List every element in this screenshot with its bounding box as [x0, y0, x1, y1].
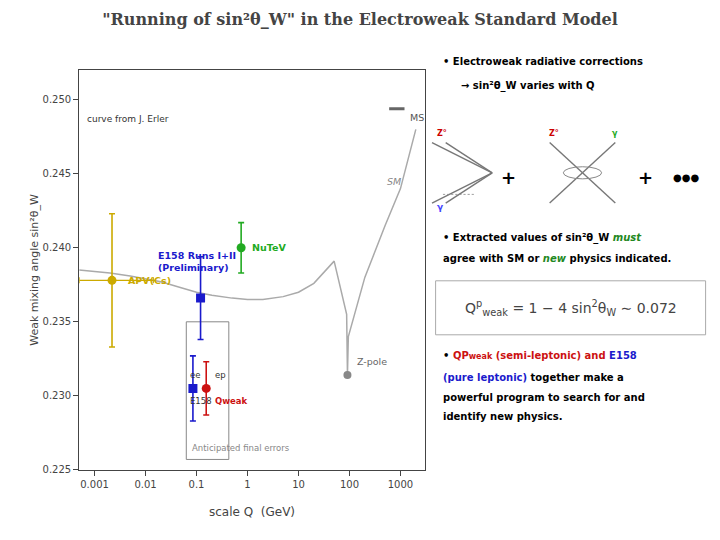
svg-text:→ sin²θ_W varies with Q: → sin²θ_W varies with Q — [461, 80, 595, 92]
svg-text:ep: ep — [215, 370, 226, 380]
svg-text:Q​p​​weak​ = 1 − 4 sin​2​θ​W​: Q​p​​weak​ = 1 − 4 sin​2​θ​W​ ∼ 0.072 — [465, 298, 677, 318]
svg-text:MS: MS — [410, 112, 424, 123]
svg-text:+: + — [501, 167, 516, 188]
svg-text:powerful program to search for: powerful program to search for and — [443, 392, 645, 403]
svg-text:identify new physics.: identify new physics. — [443, 411, 563, 422]
svg-text:ee: ee — [190, 370, 200, 380]
svg-text:Anticipated final errors: Anticipated final errors — [192, 443, 290, 453]
svg-text:0.245: 0.245 — [43, 168, 72, 179]
svg-text:0.230: 0.230 — [43, 390, 72, 401]
svg-text:"Running of sin²θ_W" in the El: "Running of sin²θ_W" in the Electroweak … — [102, 10, 618, 29]
svg-text:E158: E158 — [190, 396, 212, 406]
svg-text:●●●: ●●● — [673, 172, 699, 183]
svg-text:0.250: 0.250 — [43, 94, 72, 105]
svg-text:• Electroweak radiative correc: • Electroweak radiative corrections — [443, 56, 643, 67]
svg-text:10: 10 — [292, 479, 305, 490]
svg-text:0.001: 0.001 — [80, 479, 109, 490]
svg-text:• QPweak (semi-leptonic) and E: • QPweak (semi-leptonic) and E158 — [443, 350, 637, 361]
svg-text:(pure leptonic) together make: (pure leptonic) together make a — [443, 372, 624, 383]
svg-text:APV(Cs): APV(Cs) — [128, 275, 171, 286]
svg-text:Z-pole: Z-pole — [357, 356, 387, 367]
svg-text:0.235: 0.235 — [43, 316, 72, 327]
svg-text:1: 1 — [244, 479, 250, 490]
svg-text:0.240: 0.240 — [43, 242, 72, 253]
svg-text:0.1: 0.1 — [189, 479, 205, 490]
svg-text:E158 Runs I+II(Preliminary): E158 Runs I+II(Preliminary) — [158, 250, 236, 273]
svg-text:0.225: 0.225 — [43, 464, 72, 475]
svg-text:1000: 1000 — [388, 479, 413, 490]
svg-text:+: + — [638, 167, 653, 188]
svg-text:curve from J. Erler: curve from J. Erler — [87, 114, 169, 124]
svg-text:γ: γ — [612, 129, 618, 138]
svg-text:100: 100 — [340, 479, 359, 490]
svg-text:γ: γ — [437, 202, 443, 212]
svg-text:0.01: 0.01 — [134, 479, 156, 490]
svg-text:• Extracted values of sin²θ_W: • Extracted values of sin²θ_W must — [443, 232, 642, 244]
svg-text:Weak mixing angle sin²θ_W: Weak mixing angle sin²θ_W — [28, 194, 41, 346]
svg-text:Z°: Z° — [437, 129, 447, 138]
svg-text:scale Q (GeV): scale Q (GeV) — [209, 505, 295, 519]
svg-text:SM: SM — [387, 176, 401, 187]
svg-text:Qweak: Qweak — [215, 396, 248, 406]
svg-text:agree with SM or new physics i: agree with SM or new physics indicated. — [443, 253, 671, 264]
svg-text:NuTeV: NuTeV — [252, 242, 286, 253]
svg-text:Z°: Z° — [549, 129, 559, 138]
